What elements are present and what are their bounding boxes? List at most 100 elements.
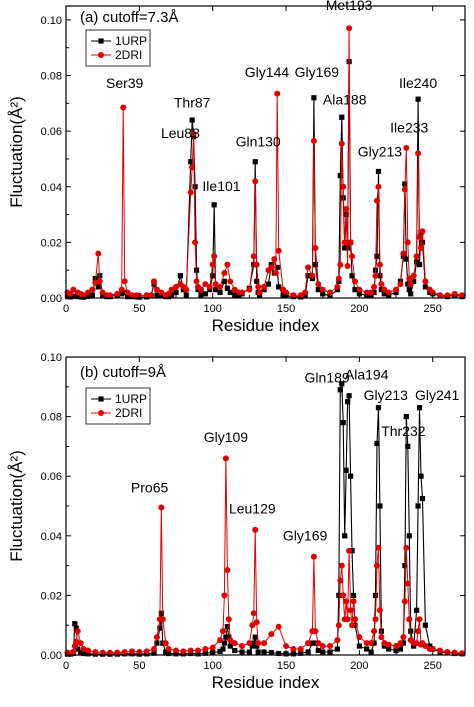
data-point-1URP [403,414,409,420]
data-point-1URP [254,643,260,649]
data-point-1URP [158,610,164,616]
data-point-2DRI [187,189,194,196]
x-axis-title: Residue index [212,316,320,335]
data-point-2DRI [371,628,378,635]
data-point-1URP [347,473,354,479]
annotation-label: Gly144 [245,64,290,80]
data-point-2DRI [397,281,404,288]
data-point-1URP [183,292,189,298]
data-point-2DRI [195,647,202,654]
data-point-1URP [198,292,204,298]
data-point-2DRI [268,264,275,271]
data-point-1URP [280,292,286,298]
data-point-1URP [202,650,208,656]
data-point-2DRI [190,130,197,137]
annotation-label: Gln189 [305,369,350,385]
x-tick-label: 250 [424,660,442,672]
series-line-2DRI [67,457,463,654]
data-point-1URP [406,287,412,293]
data-point-2DRI [327,289,334,296]
data-point-2DRI [376,607,383,614]
data-point-2DRI [143,648,150,655]
data-point-2DRI [417,244,424,251]
data-point-2DRI [158,289,165,296]
data-point-2DRI [429,289,436,296]
data-point-2DRI [173,283,180,290]
data-point-1URP [305,649,311,655]
data-point-1URP [405,443,411,449]
data-point-2DRI [403,544,410,551]
data-point-2DRI [193,278,200,285]
data-point-1URP [337,387,343,393]
data-point-2DRI [451,649,458,656]
data-point-1URP [327,293,333,299]
data-point-2DRI [283,289,290,296]
data-point-1URP [195,651,201,657]
data-point-1URP [350,592,357,598]
data-point-1URP [305,273,311,279]
data-point-2DRI [404,580,411,587]
data-point-2DRI [335,275,342,282]
data-point-1URP [311,95,317,101]
data-point-2DRI [385,641,392,648]
data-point-2DRI [315,281,322,288]
data-point-2DRI [148,292,155,299]
data-point-1URP [154,292,160,298]
y-tick-label: 0.06 [41,471,62,483]
data-point-2DRI [189,164,196,171]
data-point-2DRI [224,567,231,574]
annotation-label: Ile101 [202,178,240,194]
x-tick-label: 150 [277,660,295,672]
legend-label: 2DRI [115,48,142,62]
data-point-1URP [368,649,374,655]
data-point-1URP [413,607,420,613]
data-point-1URP [337,173,343,179]
data-point-2DRI [246,640,253,647]
legend-label: 1URP [115,34,147,48]
legend-marker [98,396,104,402]
data-point-2DRI [274,90,281,97]
data-point-1URP [220,646,226,652]
data-point-2DRI [165,290,172,297]
data-point-1URP [252,159,258,165]
data-point-2DRI [246,286,253,293]
data-point-2DRI [197,286,204,293]
legend-box [85,29,151,67]
data-point-2DRI [309,272,316,279]
data-point-1URP [226,634,232,640]
data-point-2DRI [415,628,422,635]
data-point-1URP [249,643,255,649]
data-point-2DRI [372,272,379,279]
data-point-2DRI [89,286,96,293]
data-point-1URP [375,405,382,411]
data-point-1URP [210,273,216,279]
data-point-1URP [89,292,96,298]
data-point-2DRI [129,292,136,299]
data-point-1URP [342,533,348,539]
x-tick-label: 200 [350,303,368,315]
data-point-2DRI [338,562,345,569]
data-point-2DRI [221,269,228,276]
data-point-1URP [227,289,233,296]
data-point-2DRI [162,640,169,647]
data-point-2DRI [168,286,175,293]
data-point-2DRI [312,628,319,635]
data-point-2DRI [340,592,347,599]
y-tick-label: 0.02 [41,237,62,249]
data-point-1URP [393,647,399,654]
data-point-1URP [75,646,81,652]
data-point-2DRI [239,643,246,650]
data-point-1URP [252,634,258,640]
data-point-2DRI [120,104,127,111]
data-point-2DRI [217,637,224,644]
annotation-label: Thr87 [174,95,211,111]
data-point-2DRI [349,622,356,629]
data-point-2DRI [368,640,375,647]
data-point-2DRI [310,553,317,560]
y-tick-label: 0.10 [41,15,62,27]
data-point-2DRI [378,281,385,288]
data-point-2DRI [96,278,103,285]
data-point-2DRI [70,649,77,656]
data-point-1URP [422,284,428,290]
